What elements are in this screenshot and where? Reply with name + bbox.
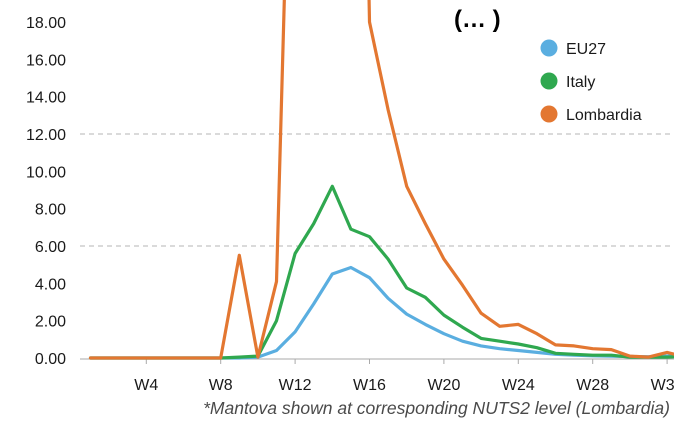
y-tick-label: 12.00 <box>26 127 66 144</box>
y-tick-label: 18.00 <box>26 15 66 32</box>
grid-lines <box>80 133 674 247</box>
series-line-italy <box>88 184 674 360</box>
series-group <box>88 0 674 360</box>
x-tick-label: W28 <box>576 377 609 394</box>
y-tick-label: 8.00 <box>35 202 66 219</box>
y-tick-label: 6.00 <box>35 239 66 256</box>
legend: EU27 Italy Lombardia <box>540 39 642 124</box>
x-tick-label: W8 <box>209 377 233 394</box>
footnote: *Mantova shown at corresponding NUTS2 le… <box>203 398 670 418</box>
y-axis: 0.00 2.00 4.00 6.00 8.00 10.00 12.00 14.00 16.00… <box>26 15 66 368</box>
legend-label-italy: Italy <box>566 74 595 91</box>
legend-marker-lombardia <box>540 105 558 123</box>
y-tick-label: 4.00 <box>35 276 66 293</box>
chart-title-fragment: (… ) <box>454 6 501 33</box>
legend-label-lombardia: Lombardia <box>566 107 642 124</box>
axis-break-mark-0 <box>246 30 259 35</box>
legend-marker-eu27 <box>540 39 558 57</box>
series-line-eu27 <box>88 265 674 360</box>
x-tick-label: W20 <box>427 377 460 394</box>
axis-break-mark-1 <box>314 33 326 38</box>
y-tick-label: 14.00 <box>26 90 66 107</box>
y-tick-label: 16.00 <box>26 52 66 69</box>
x-tick-label: W4 <box>134 377 158 394</box>
x-axis: W4 W8 W12 W16 W20 W24 W28 W32 <box>134 359 674 394</box>
x-tick-label: W16 <box>353 377 386 394</box>
legend-marker-italy <box>540 72 558 90</box>
legend-label-eu27: EU27 <box>566 41 606 58</box>
y-tick-label: 0.00 <box>35 351 66 368</box>
x-tick-label: W32 <box>651 377 674 394</box>
x-tick-label: W24 <box>502 377 535 394</box>
y-tick-label: 10.00 <box>26 164 66 181</box>
x-tick-label: W12 <box>279 377 312 394</box>
series-line-lombardia <box>88 0 674 360</box>
y-tick-label: 2.00 <box>35 314 66 331</box>
